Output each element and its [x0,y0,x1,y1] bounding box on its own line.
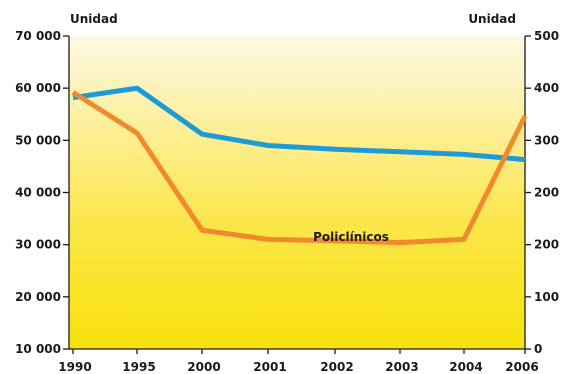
left-tick-label: 70 000 [15,29,61,43]
x-tick-label: 1990 [58,360,91,374]
x-tick-label: 1995 [122,360,155,374]
x-tick-label: 2001 [253,360,286,374]
x-tick-label: 2006 [505,360,538,374]
left-tick-label: 60 000 [15,81,61,95]
right-tick-label: 200 [534,238,559,252]
right-tick-label: 500 [534,29,559,43]
x-tick-label: 2000 [187,360,220,374]
right-tick-label: 400 [534,81,559,95]
left-axis-unit-label: Unidad [70,12,118,26]
series-line-policlinicos [71,90,528,246]
series-line-left-axis [72,85,526,163]
series-label-policlinicos: Policlínicos [313,230,389,244]
left-tick-label: 50 000 [15,133,61,147]
left-tick-label: 20 000 [15,290,61,304]
right-tick-label: 100 [534,290,559,304]
plot-area-background [69,36,525,349]
right-axis-unit-label: Unidad [468,12,516,26]
left-tick-label: 40 000 [15,186,61,200]
left-tick-label: 30 000 [15,238,61,252]
x-tick-label: 2002 [320,360,353,374]
right-tick-label: 200 [534,186,559,200]
left-tick-label: 10 000 [15,342,61,356]
x-tick-label: 2004 [449,360,482,374]
x-tick-label: 2003 [385,360,418,374]
right-tick-label: 300 [534,133,559,147]
right-tick-label: 0 [534,342,542,356]
